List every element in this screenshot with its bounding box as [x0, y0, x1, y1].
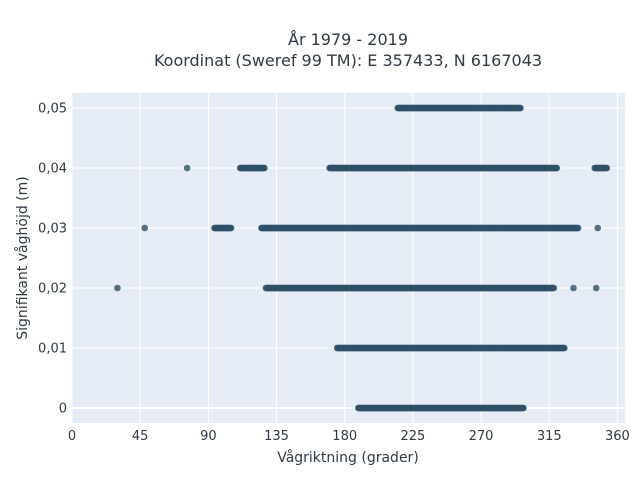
data-point	[227, 224, 235, 232]
data-point	[603, 164, 611, 172]
data-point	[553, 164, 561, 172]
data-point	[550, 284, 558, 292]
chart-title: År 1979 - 2019	[288, 30, 408, 49]
data-point	[183, 164, 191, 172]
x-tick-label: 180	[332, 429, 357, 444]
data-point	[141, 224, 149, 232]
data-point	[517, 104, 524, 112]
x-tick-label: 135	[264, 429, 289, 444]
y-tick-label: 0,01	[38, 342, 67, 357]
data-point	[561, 344, 568, 352]
x-tick-label: 90	[200, 429, 217, 444]
data-points	[114, 104, 611, 412]
data-point	[594, 224, 602, 232]
y-tick-label: 0,03	[38, 222, 67, 237]
chart-subtitle: Koordinat (Sweref 99 TM): E 357433, N 61…	[154, 51, 542, 70]
x-tick-label: 0	[68, 429, 76, 444]
data-point	[592, 284, 600, 292]
data-point	[574, 224, 582, 232]
x-tick-label: 315	[537, 429, 562, 444]
x-tick-label: 270	[469, 429, 494, 444]
y-axis-ticks: 0 0,01 0,02 0,03 0,04 0,05	[38, 102, 67, 417]
y-axis-label: Signifikant våghöjd (m)	[14, 176, 31, 339]
data-point	[261, 164, 268, 172]
x-axis-label: Vågriktning (grader)	[277, 449, 419, 466]
x-axis-ticks: 0 45 90 135 180 225 270 315 360	[68, 429, 630, 444]
data-point	[114, 284, 121, 292]
y-tick-label: 0,04	[38, 162, 67, 177]
data-point	[570, 284, 577, 292]
y-tick-label: 0	[59, 402, 67, 417]
x-tick-label: 360	[605, 429, 630, 444]
plot-background	[72, 93, 625, 423]
x-tick-label: 225	[400, 429, 425, 444]
x-tick-label: 45	[132, 429, 149, 444]
y-tick-label: 0,02	[38, 282, 67, 297]
data-point	[520, 404, 527, 412]
y-tick-label: 0,05	[38, 102, 67, 117]
